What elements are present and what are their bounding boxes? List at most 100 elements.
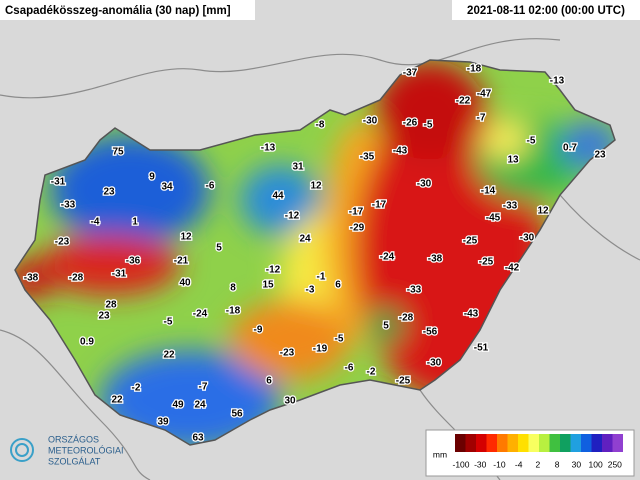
station-value: -12	[266, 265, 281, 276]
legend-swatch	[486, 434, 497, 452]
station-value: -33	[503, 201, 518, 212]
legend-label: 30	[572, 459, 582, 469]
station-value: -25	[479, 257, 494, 268]
station-value: 49	[172, 400, 184, 411]
station-value: -28	[69, 273, 84, 284]
station-value: 23	[594, 150, 606, 161]
station-value: 0.9	[80, 337, 94, 348]
legend-label: -10	[493, 459, 506, 469]
station-value: 22	[163, 350, 175, 361]
station-value: -31	[112, 269, 127, 280]
legend-swatch	[591, 434, 602, 452]
station-value: -30	[363, 116, 378, 127]
station-value: -43	[393, 146, 408, 157]
legend-swatch	[507, 434, 518, 452]
station-value: -36	[126, 256, 141, 267]
station-value: 75	[112, 147, 124, 158]
station-value: -17	[372, 200, 387, 211]
station-value: 34	[161, 182, 173, 193]
station-value: -43	[464, 309, 479, 320]
legend-swatch	[465, 434, 476, 452]
legend-label: 8	[555, 459, 560, 469]
legend-swatch	[497, 434, 508, 452]
logo-line: ORSZÁGOS	[48, 434, 99, 444]
station-value: -7	[477, 113, 486, 124]
station-value: -30	[417, 179, 432, 190]
station-value: 31	[292, 162, 304, 173]
station-value: -4	[91, 217, 100, 228]
station-value: -42	[505, 263, 520, 274]
station-value: 6	[335, 280, 341, 291]
station-value: -38	[428, 254, 443, 265]
station-value: -18	[226, 306, 241, 317]
legend-label: 250	[608, 459, 622, 469]
station-value: -47	[477, 89, 492, 100]
station-value: -5	[527, 136, 536, 147]
station-value: -5	[164, 317, 173, 328]
station-value: -29	[350, 223, 365, 234]
legend-label: 100	[588, 459, 602, 469]
station-value: 12	[180, 232, 192, 243]
legend-swatch	[560, 434, 571, 452]
station-value: -18	[467, 64, 482, 75]
station-value: -14	[481, 186, 496, 197]
station-value: -6	[345, 363, 354, 374]
station-value: -51	[474, 343, 489, 354]
station-value: 23	[98, 311, 110, 322]
station-value: 24	[299, 234, 311, 245]
station-value: 9	[149, 172, 155, 183]
station-value: 1	[132, 217, 138, 228]
station-value: 63	[192, 433, 204, 444]
station-value: -5	[424, 120, 433, 131]
station-value: -2	[367, 367, 376, 378]
station-value: 0.7	[563, 143, 577, 154]
station-value: 22	[111, 395, 123, 406]
title: Csapadékösszeg-anomália (30 nap) [mm]	[5, 5, 231, 17]
station-value: -33	[407, 285, 422, 296]
station-value: -25	[396, 376, 411, 387]
station-value: -19	[313, 344, 328, 355]
station-value: 28	[105, 300, 117, 311]
logo: ORSZÁGOS METEOROLÓGIAI SZOLGÁLAT	[10, 434, 124, 466]
title-box	[0, 0, 255, 20]
legend-swatch	[528, 434, 539, 452]
legend-label: -30	[474, 459, 487, 469]
legend-unit: mm	[433, 449, 447, 459]
station-value: -38	[24, 273, 39, 284]
station-value: 12	[310, 181, 322, 192]
station-value: -28	[399, 313, 414, 324]
legend-swatch	[518, 434, 529, 452]
station-value: -22	[456, 96, 471, 107]
legend-swatch	[539, 434, 550, 452]
station-value: -30	[520, 233, 535, 244]
station-value: -30	[427, 358, 442, 369]
station-value: -8	[316, 120, 325, 131]
station-value: 13	[507, 155, 519, 166]
station-value: -24	[380, 252, 395, 263]
station-value: -26	[403, 118, 418, 129]
station-value: 12	[537, 206, 549, 217]
station-value: -1	[317, 272, 326, 283]
station-value: -23	[55, 237, 70, 248]
station-value: -35	[360, 152, 375, 163]
legend-swatch	[549, 434, 560, 452]
station-value: -9	[254, 325, 263, 336]
legend-label: 2	[536, 459, 541, 469]
legend-label: -100	[452, 459, 469, 469]
legend-swatch	[602, 434, 613, 452]
station-value: 39	[157, 417, 169, 428]
logo-line: METEOROLÓGIAI	[48, 445, 124, 455]
station-value: 5	[216, 243, 222, 254]
station-labels: -37 -18-13-22-47-7-30 -26 -5-5130.723-8-13-…	[23, 62, 608, 445]
station-value: 24	[194, 400, 206, 411]
station-value: 8	[230, 283, 236, 294]
station-value: -5	[335, 334, 344, 345]
station-value: -25	[463, 236, 478, 247]
station-value: 44	[272, 191, 284, 202]
legend-label: -4	[515, 459, 523, 469]
station-value: -3	[306, 285, 315, 296]
station-value: 23	[103, 187, 115, 198]
station-value: -37	[403, 68, 418, 79]
legend-swatch	[476, 434, 487, 452]
